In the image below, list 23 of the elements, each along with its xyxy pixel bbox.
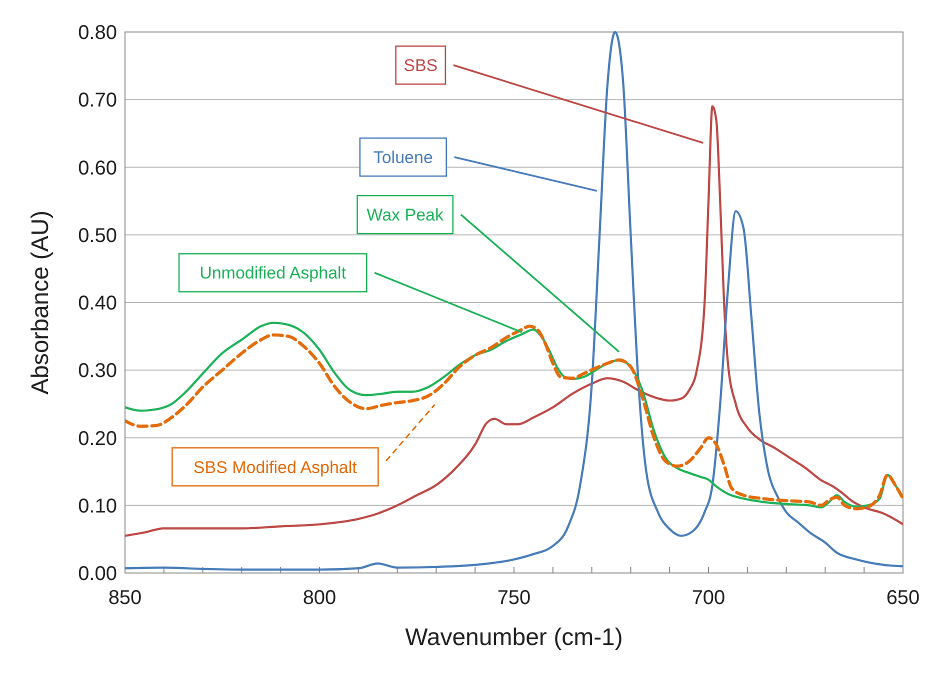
- y-tick-label: 0.80: [78, 22, 117, 44]
- x-tick-label: 700: [692, 587, 726, 609]
- y-tick-label: 0.70: [78, 90, 117, 112]
- x-tick-label: 850: [108, 587, 142, 609]
- text: SBS: [404, 56, 438, 76]
- y-tick-label: 0.40: [78, 292, 117, 314]
- y-tick-label: 0.50: [78, 224, 117, 247]
- y-axis-title: Absorbance (AU): [27, 210, 54, 395]
- y-tick-label: 0.00: [78, 563, 117, 585]
- y-tick-label: 0.20: [78, 428, 117, 450]
- annotation: Wax Peak: [366, 206, 444, 225]
- x-tick-label: 650: [886, 587, 920, 609]
- text: SBS Modified Asphalt: [193, 458, 358, 477]
- text: Unmodified Asphalt: [200, 264, 346, 283]
- x-tick-label: 750: [497, 587, 531, 609]
- x-axis-title: Wavenumber (cm-1): [405, 624, 623, 651]
- y-tick-label: 0.60: [78, 157, 117, 180]
- line-series: [125, 30, 903, 571]
- y-tick-label: 0.30: [78, 360, 117, 382]
- line-series: [125, 105, 903, 537]
- text: Toluene: [373, 148, 433, 168]
- x-tick-label: 800: [302, 587, 336, 609]
- y-tick-label: 0.10: [78, 495, 117, 518]
